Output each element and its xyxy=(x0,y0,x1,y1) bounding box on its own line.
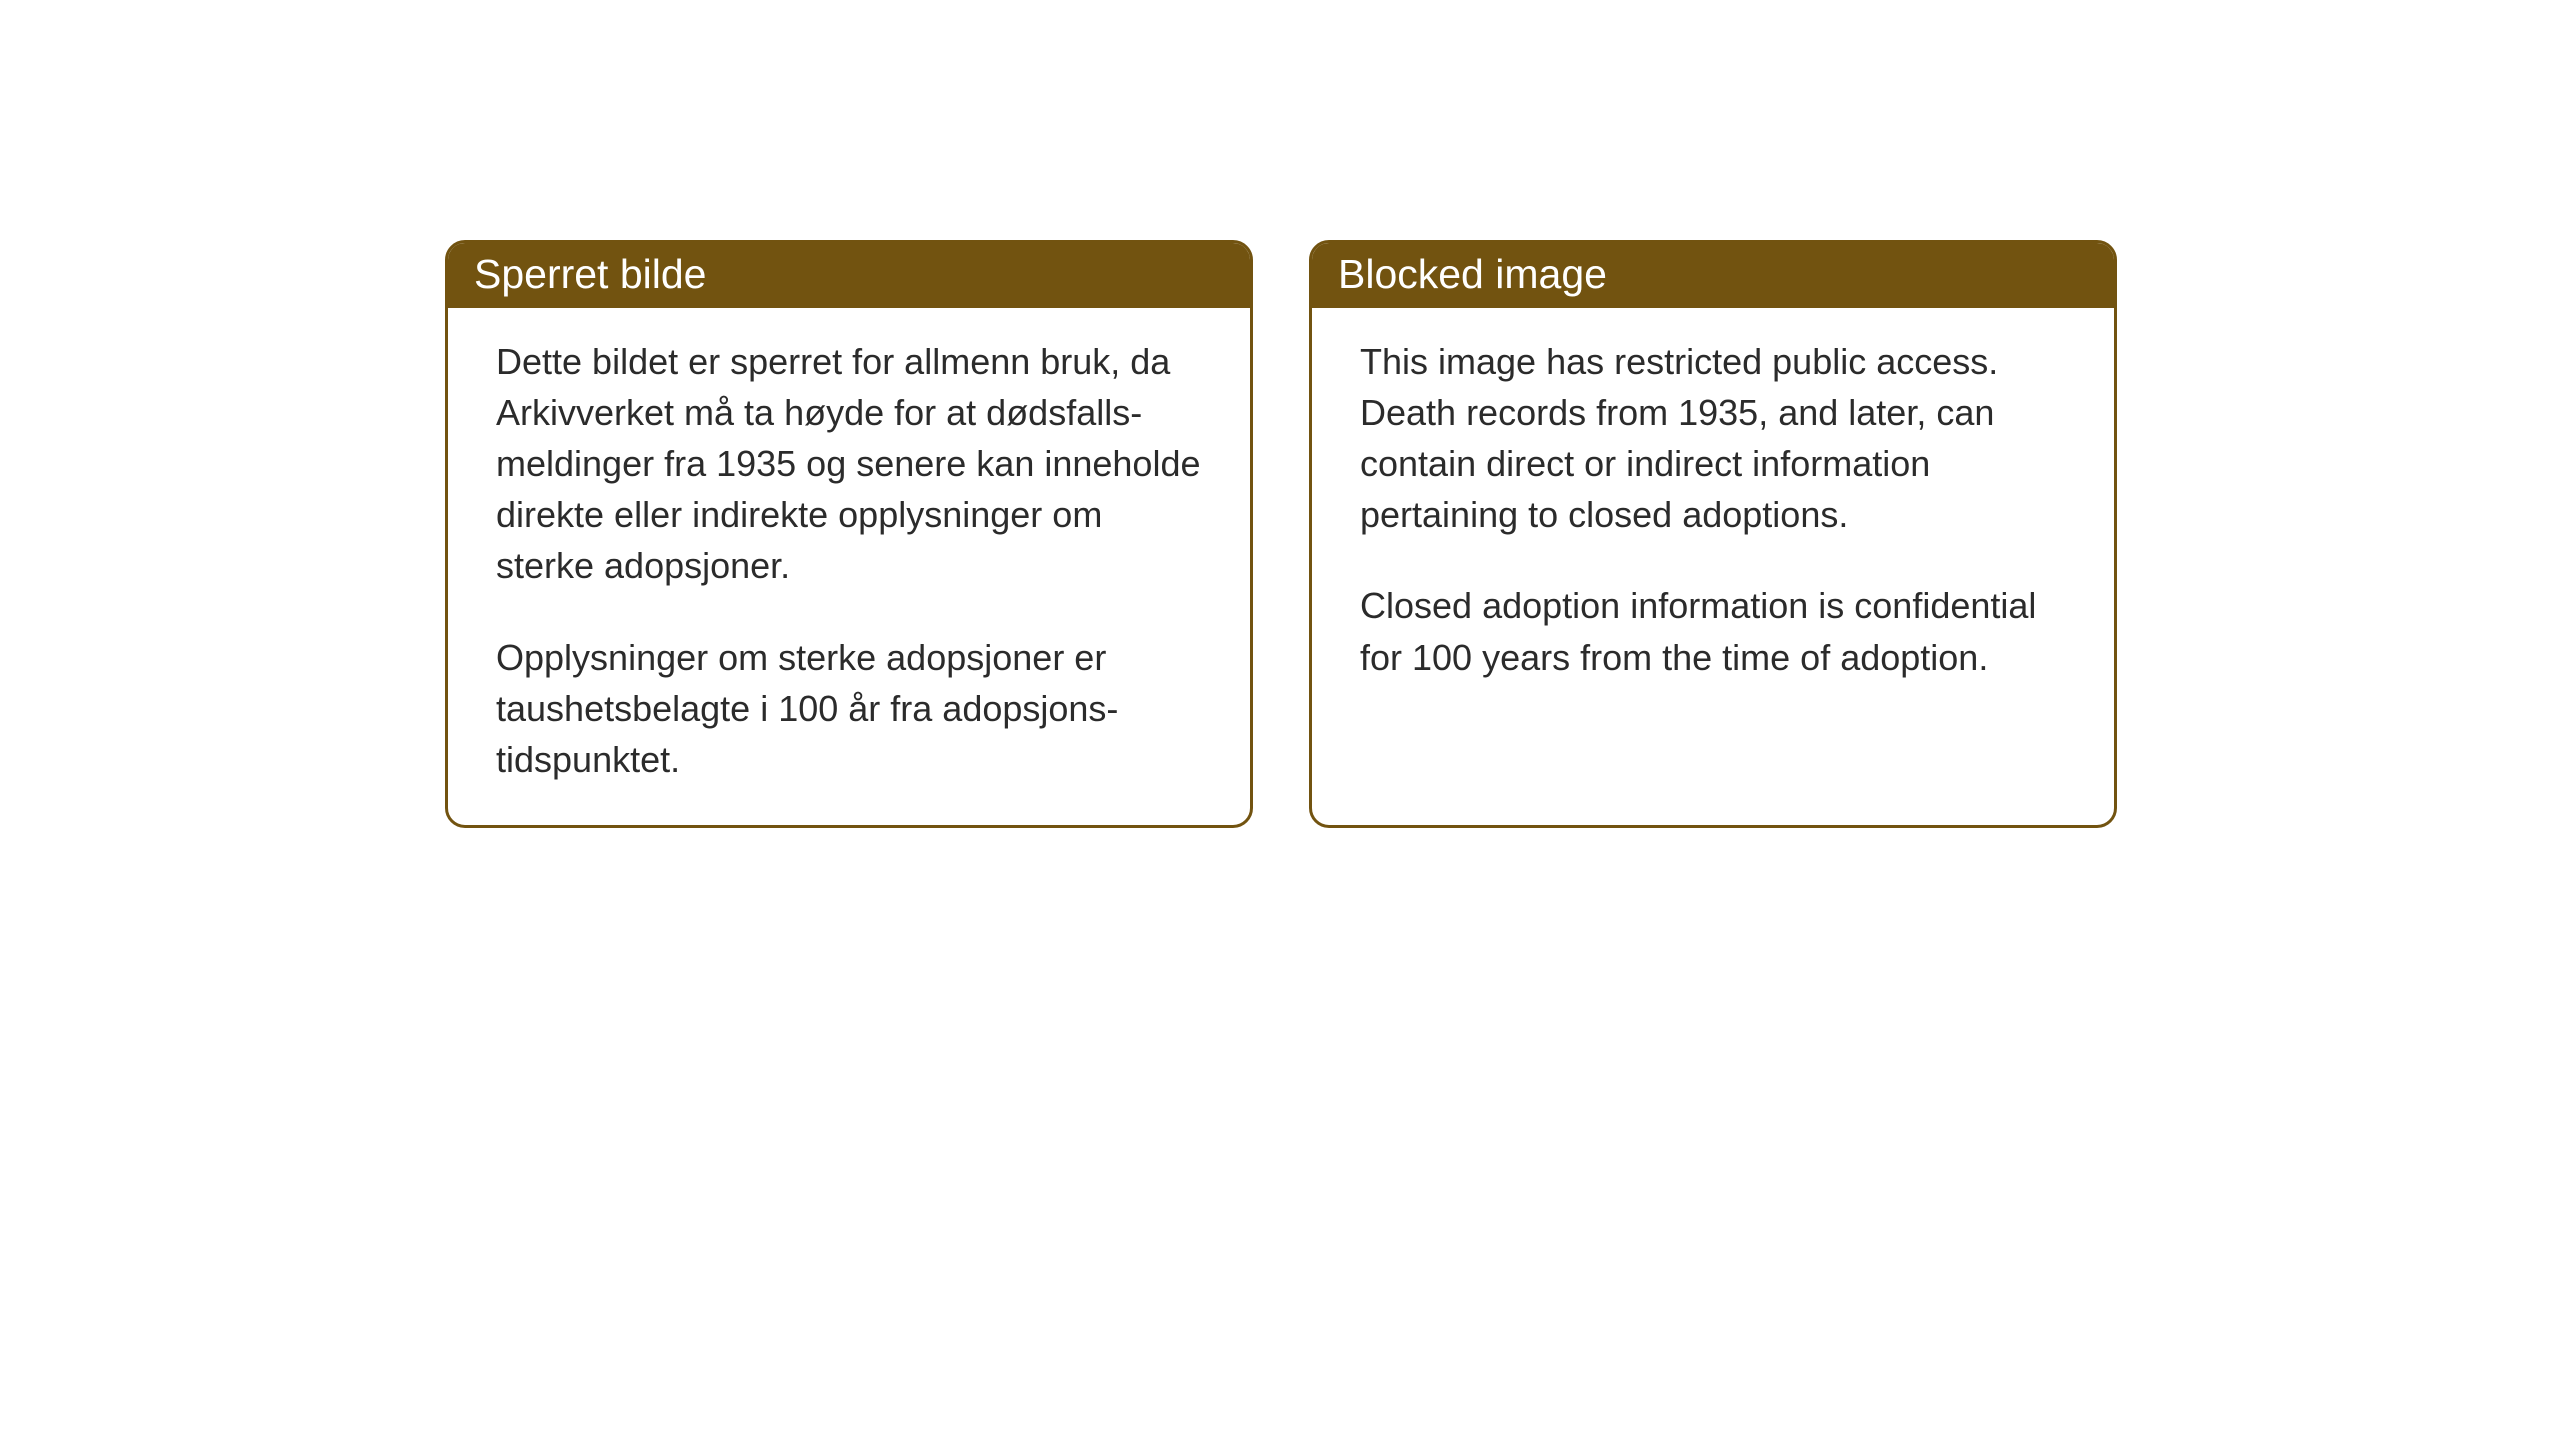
card-paragraph1-english: This image has restricted public access.… xyxy=(1360,336,2074,540)
card-body-english: This image has restricted public access.… xyxy=(1312,308,2114,738)
card-paragraph2-english: Closed adoption information is confident… xyxy=(1360,580,2074,682)
card-body-norwegian: Dette bildet er sperret for allmenn bruk… xyxy=(448,308,1250,825)
card-title-english: Blocked image xyxy=(1338,251,1607,297)
card-paragraph2-norwegian: Opplysninger om sterke adopsjoner er tau… xyxy=(496,632,1210,785)
card-norwegian: Sperret bilde Dette bildet er sperret fo… xyxy=(445,240,1253,828)
cards-container: Sperret bilde Dette bildet er sperret fo… xyxy=(445,240,2117,828)
card-header-english: Blocked image xyxy=(1312,243,2114,308)
card-paragraph1-norwegian: Dette bildet er sperret for allmenn bruk… xyxy=(496,336,1210,592)
card-header-norwegian: Sperret bilde xyxy=(448,243,1250,308)
card-title-norwegian: Sperret bilde xyxy=(474,251,706,297)
card-english: Blocked image This image has restricted … xyxy=(1309,240,2117,828)
